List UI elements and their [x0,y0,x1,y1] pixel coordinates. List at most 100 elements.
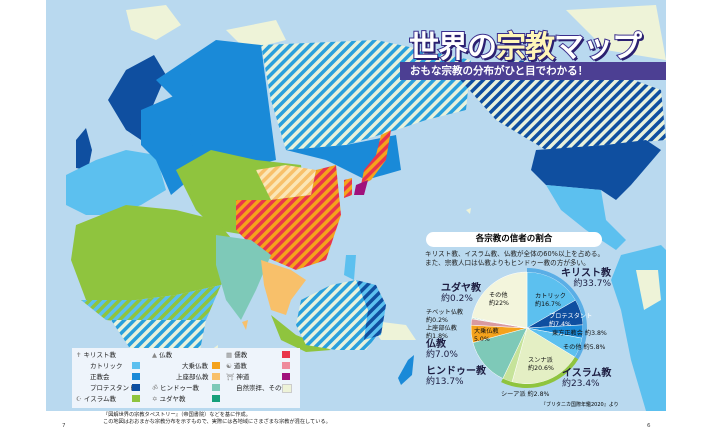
russia-west [156,40,276,170]
legend-label: 儒教 [234,351,248,359]
legend-islam: ☪ イスラム教 [76,395,116,403]
swatch-taoism [282,362,290,369]
title-part: マップ [553,29,643,66]
page-subtitle: おもな宗教の分布がひと目でわかる！ [400,62,666,80]
australia [296,280,381,350]
slice-label: スンナ派 [528,357,553,364]
swatch-confucianism [282,351,290,358]
slice-value: 約16.7% [535,301,561,308]
japan-south [354,180,368,195]
pie-chart [470,268,588,388]
label-hindu: ヒンドゥー教 約13.7% [426,366,486,387]
indonesia [271,315,331,352]
group-label: ヒンドゥー教 [426,366,486,377]
legend-label: 道教 [233,362,247,370]
pie-ring-christianity [527,268,588,360]
china [236,165,341,270]
pie-slice-11 [471,271,528,329]
swatch-shinto [282,373,290,380]
temple-icon: ▦ [226,351,233,359]
scandinavia [108,55,166,140]
slice-label: その他 [563,344,582,351]
sri-lanka [242,320,248,330]
cross-icon: ✝ [76,351,82,359]
stupa-icon: ▲ [152,351,157,359]
swatch-theravada [212,373,220,380]
legend-catholic: カトリック [90,362,123,370]
group-label: 仏教 [426,339,446,350]
label-other: その他 約22% [489,292,509,308]
page-number-left: 7 [62,423,66,429]
arctic-islands [226,20,286,50]
legend-judaism: ✡ ユダヤ教 [152,395,186,403]
legend-label: イスラム教 [83,395,117,403]
legend-label: キリスト教 [83,351,117,359]
label-christianity: キリスト教 約33.7% [561,268,611,289]
label-tibetan: チベット仏教 約0.2% [426,309,463,325]
west-africa-hatched [81,285,221,325]
footnote-line: この地図はおおまかな宗教分布を示すもので、実際には各地域にさまざまな宗教が混在し… [103,419,331,425]
label-buddhism: 仏教 約7.0% [426,339,458,360]
legend-taoism: ☯ 道教 [226,362,247,370]
legend-mahayana: 大乗仏教 [182,362,208,370]
legend-label: 仏教 [159,351,173,359]
slice-label: プロテスタント [549,313,593,320]
group-value: 約7.0% [426,350,458,360]
new-zealand [398,355,414,385]
label-orthodox: 東方正教会 約3.8% [552,330,607,338]
footnote-line: 『図解世界の宗教タペストリー』（帝国書院）などを基に作成。 [103,412,251,418]
group-value: 約33.7% [573,279,611,289]
swatch-judaism [212,395,220,402]
slice-label: チベット仏教 [426,309,464,316]
legend-other: 自然崇拝、その他 [236,384,288,392]
slice-label: シーア派 [501,391,526,398]
slice-value: 5.0% [474,336,490,343]
slice-value: 約2.8% [527,391,550,398]
label-sunni: スンナ派 約20.6% [528,357,554,373]
hawaii [466,208,471,214]
swatch-islam [132,395,140,402]
footnote: 『図解世界の宗教タペストリー』（帝国書院）などを基に作成。 この地図はおおまかな… [103,412,331,426]
label-shia: シーア派 約2.8% [501,391,549,399]
amazon-other [636,270,661,310]
om-icon: ॐ [152,384,158,392]
legend-christianity: ✝ キリスト教 [76,351,116,359]
slice-label: 東方正教会 [552,330,583,337]
group-value: 約13.7% [426,377,464,387]
label-mahayana: 大乗仏教 5.0% [474,328,499,344]
legend-orthodox: 正教会 [90,373,110,381]
swatch-orthodox [132,373,140,380]
slice-label: その他 [489,292,508,299]
legend-label: ユダヤ教 [159,395,186,403]
slice-value: 約7.4% [549,321,571,328]
group-label: ユダヤ教 [441,283,481,294]
description-line: キリスト教、イスラム教、仏教が全体の60%以上を占める。 [425,250,605,258]
slice-value: 約0.2% [426,317,448,324]
pie-title: 各宗教の信者の割合 [426,232,602,247]
slice-value: 約20.6% [528,365,554,372]
north-africa [71,205,241,300]
page-number-right: 6 [647,423,651,429]
greenland [126,5,181,40]
slice-value: 約3.8% [584,330,607,337]
india [216,235,271,320]
title-part-highlight: 宗教 [495,29,556,66]
slice-value: 約1.8% [426,333,448,340]
chart-source: 『ブリタニカ国際年鑑2020』より [541,402,619,408]
slice-label: 上座部仏教 [426,325,457,332]
western-europe [66,150,166,215]
canada [456,60,666,150]
pie-description: キリスト教、イスラム教、仏教が全体の60%以上を占める。 また、宗教人口は仏教よ… [425,250,625,268]
usa [531,140,661,200]
mexico [546,185,626,250]
swatch-protestant [132,384,140,391]
title-part: 世界の [408,29,498,66]
swatch-catholic [132,362,140,369]
swatch-other [282,384,292,393]
legend-protestant: プロテスタント [90,384,136,392]
legend-buddhism: ▲ 仏教 [152,351,172,359]
mongolia [256,165,316,200]
group-label: イスラム教 [562,368,612,379]
legend-confucianism: ▦ 儒教 [226,351,247,359]
japan [361,130,391,185]
